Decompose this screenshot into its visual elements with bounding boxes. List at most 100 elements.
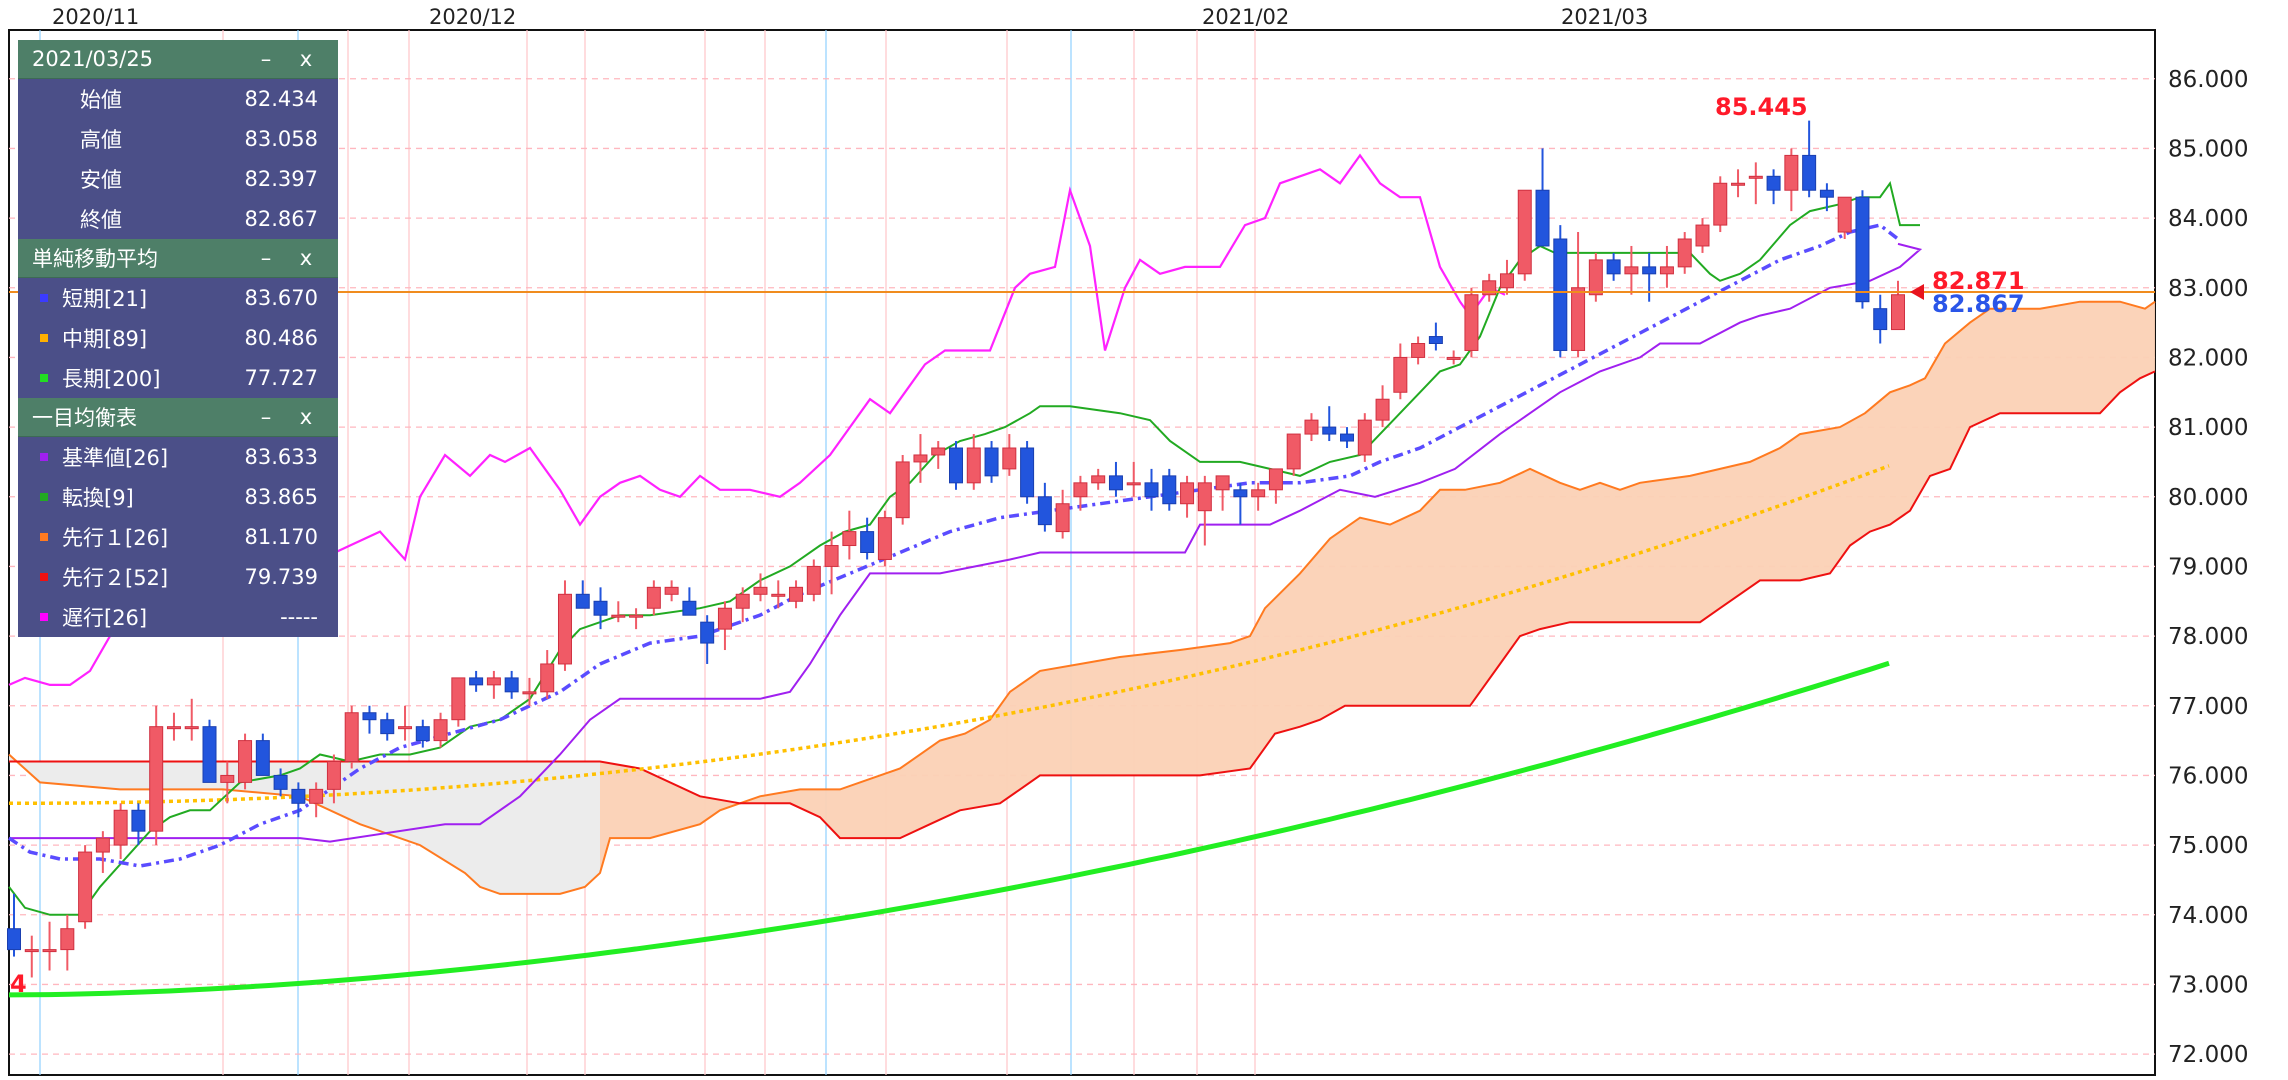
ichimoku-title: 一目均衡表: [32, 406, 137, 430]
candle-body: [326, 761, 341, 790]
y-tick-label: 85.000: [2168, 136, 2248, 162]
candle-body: [1837, 196, 1852, 233]
candle-body: [1553, 238, 1568, 351]
ohlc-close-button[interactable]: x: [299, 47, 313, 71]
candle-body: [700, 621, 715, 644]
candle-body: [646, 586, 661, 609]
y-tick-label: 76.000: [2168, 763, 2248, 789]
ohlc-row-low: 安値 82.397: [18, 159, 338, 199]
candle-body: [1411, 343, 1426, 358]
candle-body: [166, 726, 181, 730]
ichimoku-row-tenkan: 転換[9] 83.865: [18, 477, 338, 517]
candle-body: [24, 949, 39, 953]
candle-body: [1197, 482, 1212, 512]
candle-body: [1037, 496, 1052, 526]
legend-swatch: [40, 294, 48, 302]
ohlc-value: 82.867: [244, 207, 318, 231]
legend-swatch: [40, 453, 48, 461]
senkou2-line: [9, 370, 2156, 840]
ohlc-label: 終値: [80, 208, 122, 232]
candle-body: [1748, 175, 1763, 179]
candle-body: [1428, 336, 1443, 344]
sma-short-line: [8, 223, 1900, 868]
ichimoku-value: 83.865: [244, 485, 318, 509]
candles: [7, 120, 1905, 978]
candle-body: [1731, 182, 1746, 186]
candle-body: [255, 740, 270, 776]
candle-body: [806, 565, 821, 595]
ohlc-label: 始値: [80, 88, 122, 112]
candle-body: [717, 607, 732, 630]
candle-body: [1784, 154, 1799, 191]
candle-body: [771, 593, 786, 597]
candle-body: [895, 461, 910, 519]
candle-body: [1340, 433, 1355, 442]
candle-body: [860, 531, 875, 553]
sma-row-short: 短期[21] 83.670: [18, 278, 338, 318]
candle-body: [131, 809, 146, 832]
candle-body: [1162, 475, 1177, 505]
ohlc-label: 安値: [80, 168, 122, 192]
candle-body: [415, 726, 430, 742]
x-axis-labels: 2020/11 2020/12 2021/02 2021/03: [52, 5, 1648, 29]
y-tick-label: 86.000: [2168, 67, 2248, 93]
candle-body: [1091, 475, 1106, 484]
ichimoku-minimize-button[interactable]: –: [260, 405, 272, 429]
candle-body: [220, 774, 235, 783]
candle-body: [1073, 482, 1088, 498]
candle-body: [78, 851, 93, 923]
candle-body: [540, 663, 555, 693]
sma-close-button[interactable]: x: [299, 246, 313, 270]
candle-body: [1322, 426, 1337, 435]
candle-body: [362, 712, 377, 721]
sma-long-line: [8, 660, 1890, 998]
last-close-label: 82.871: [1932, 267, 2025, 295]
ohlc-minimize-button[interactable]: –: [260, 47, 272, 71]
ichimoku-close-button[interactable]: x: [299, 405, 313, 429]
candle-body: [202, 726, 217, 783]
candle-body: [7, 928, 21, 951]
y-tick-label: 77.000: [2168, 694, 2248, 720]
candle-body: [842, 531, 857, 547]
candle-body: [1357, 419, 1372, 456]
candle-body: [469, 677, 484, 686]
ohlc-date: 2021/03/25: [32, 47, 154, 71]
candle-body: [1446, 356, 1461, 360]
candle-body: [1517, 189, 1532, 275]
candle-body: [824, 545, 839, 567]
candle-body: [557, 593, 572, 665]
y-tick-label: 84.000: [2168, 206, 2248, 232]
candle-body: [1713, 182, 1728, 226]
sma-minimize-button[interactable]: –: [260, 246, 272, 270]
candle-body: [522, 691, 537, 695]
legend-swatch: [40, 613, 48, 621]
senkou1-line: [8, 300, 2156, 895]
candle-body: [1499, 273, 1514, 289]
sma-row-mid: 中期[89] 80.486: [18, 318, 338, 358]
sma-title: 単純移動平均: [32, 247, 158, 271]
legend-swatch: [40, 573, 48, 581]
y-tick-label: 75.000: [2168, 833, 2248, 859]
ichimoku-row-senkou2: 先行２[52] 79.739: [18, 557, 338, 597]
candle-body: [1766, 175, 1781, 191]
candle-body: [1002, 447, 1017, 470]
candle-body: [753, 586, 768, 595]
ichimoku-row-kijun: 基準値[26] 83.633: [18, 437, 338, 477]
tenkan-line: [8, 180, 1920, 916]
candle-body: [504, 677, 519, 693]
candle-body: [1393, 356, 1408, 393]
candle-body: [1268, 468, 1283, 491]
candle-body: [1659, 266, 1674, 275]
candle-body: [1180, 482, 1195, 505]
candle-body: [1304, 419, 1319, 435]
ohlc-value: 82.397: [244, 167, 318, 191]
candle-body: [931, 447, 946, 456]
candle-body: [309, 788, 324, 804]
candle-body: [1055, 503, 1070, 533]
info-panel: 2021/03/25 – x 始値 82.434 高値 83.058 安値 82.39…: [18, 40, 338, 637]
candle-body: [291, 788, 306, 804]
candle-body: [984, 447, 999, 477]
ichimoku-label: 先行２[52]: [62, 566, 169, 590]
left-edge-label: 4: [10, 970, 27, 998]
